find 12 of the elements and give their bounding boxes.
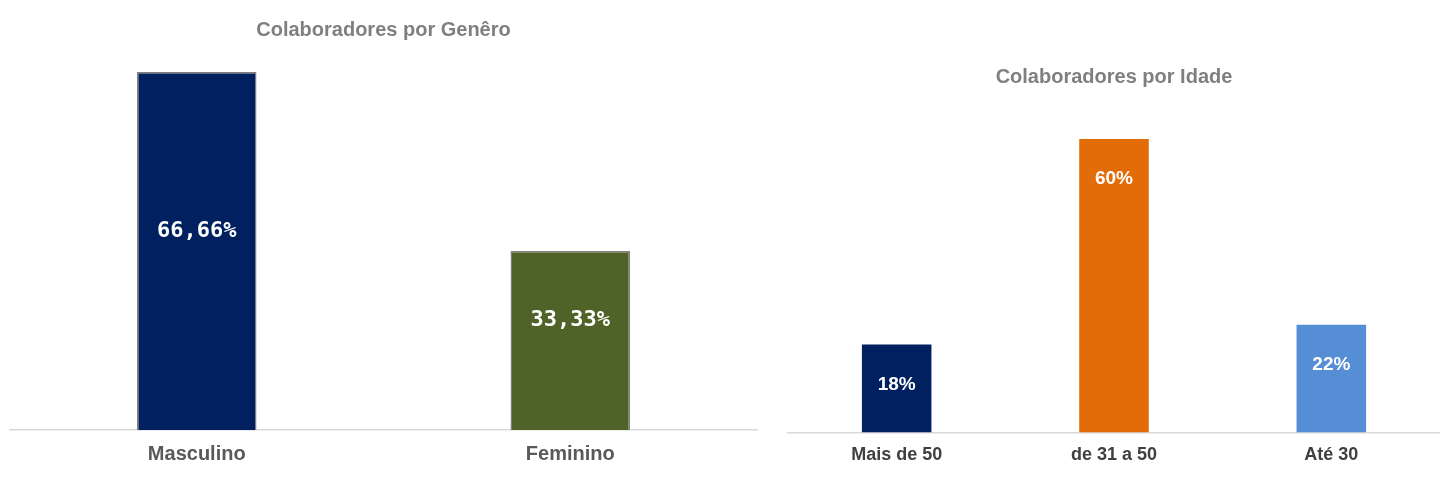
chart-title: Colaboradores por Idade — [995, 64, 1233, 87]
data-label: 22% — [1312, 353, 1351, 375]
x-tick-label: Feminino — [525, 441, 615, 464]
x-tick-label: Mais de 50 — [851, 444, 943, 465]
data-label: 60% — [1094, 167, 1134, 189]
chart-title: Colaboradores por Genêro — [256, 17, 511, 40]
data-label: 33,33% — [530, 306, 611, 332]
x-tick-label: de 31 a 50 — [1070, 444, 1158, 465]
data-label: 66,66% — [157, 216, 238, 242]
x-tick-label: Masculino — [147, 441, 246, 464]
x-tick-label: Até 30 — [1304, 444, 1359, 465]
data-label: 18% — [877, 372, 916, 394]
